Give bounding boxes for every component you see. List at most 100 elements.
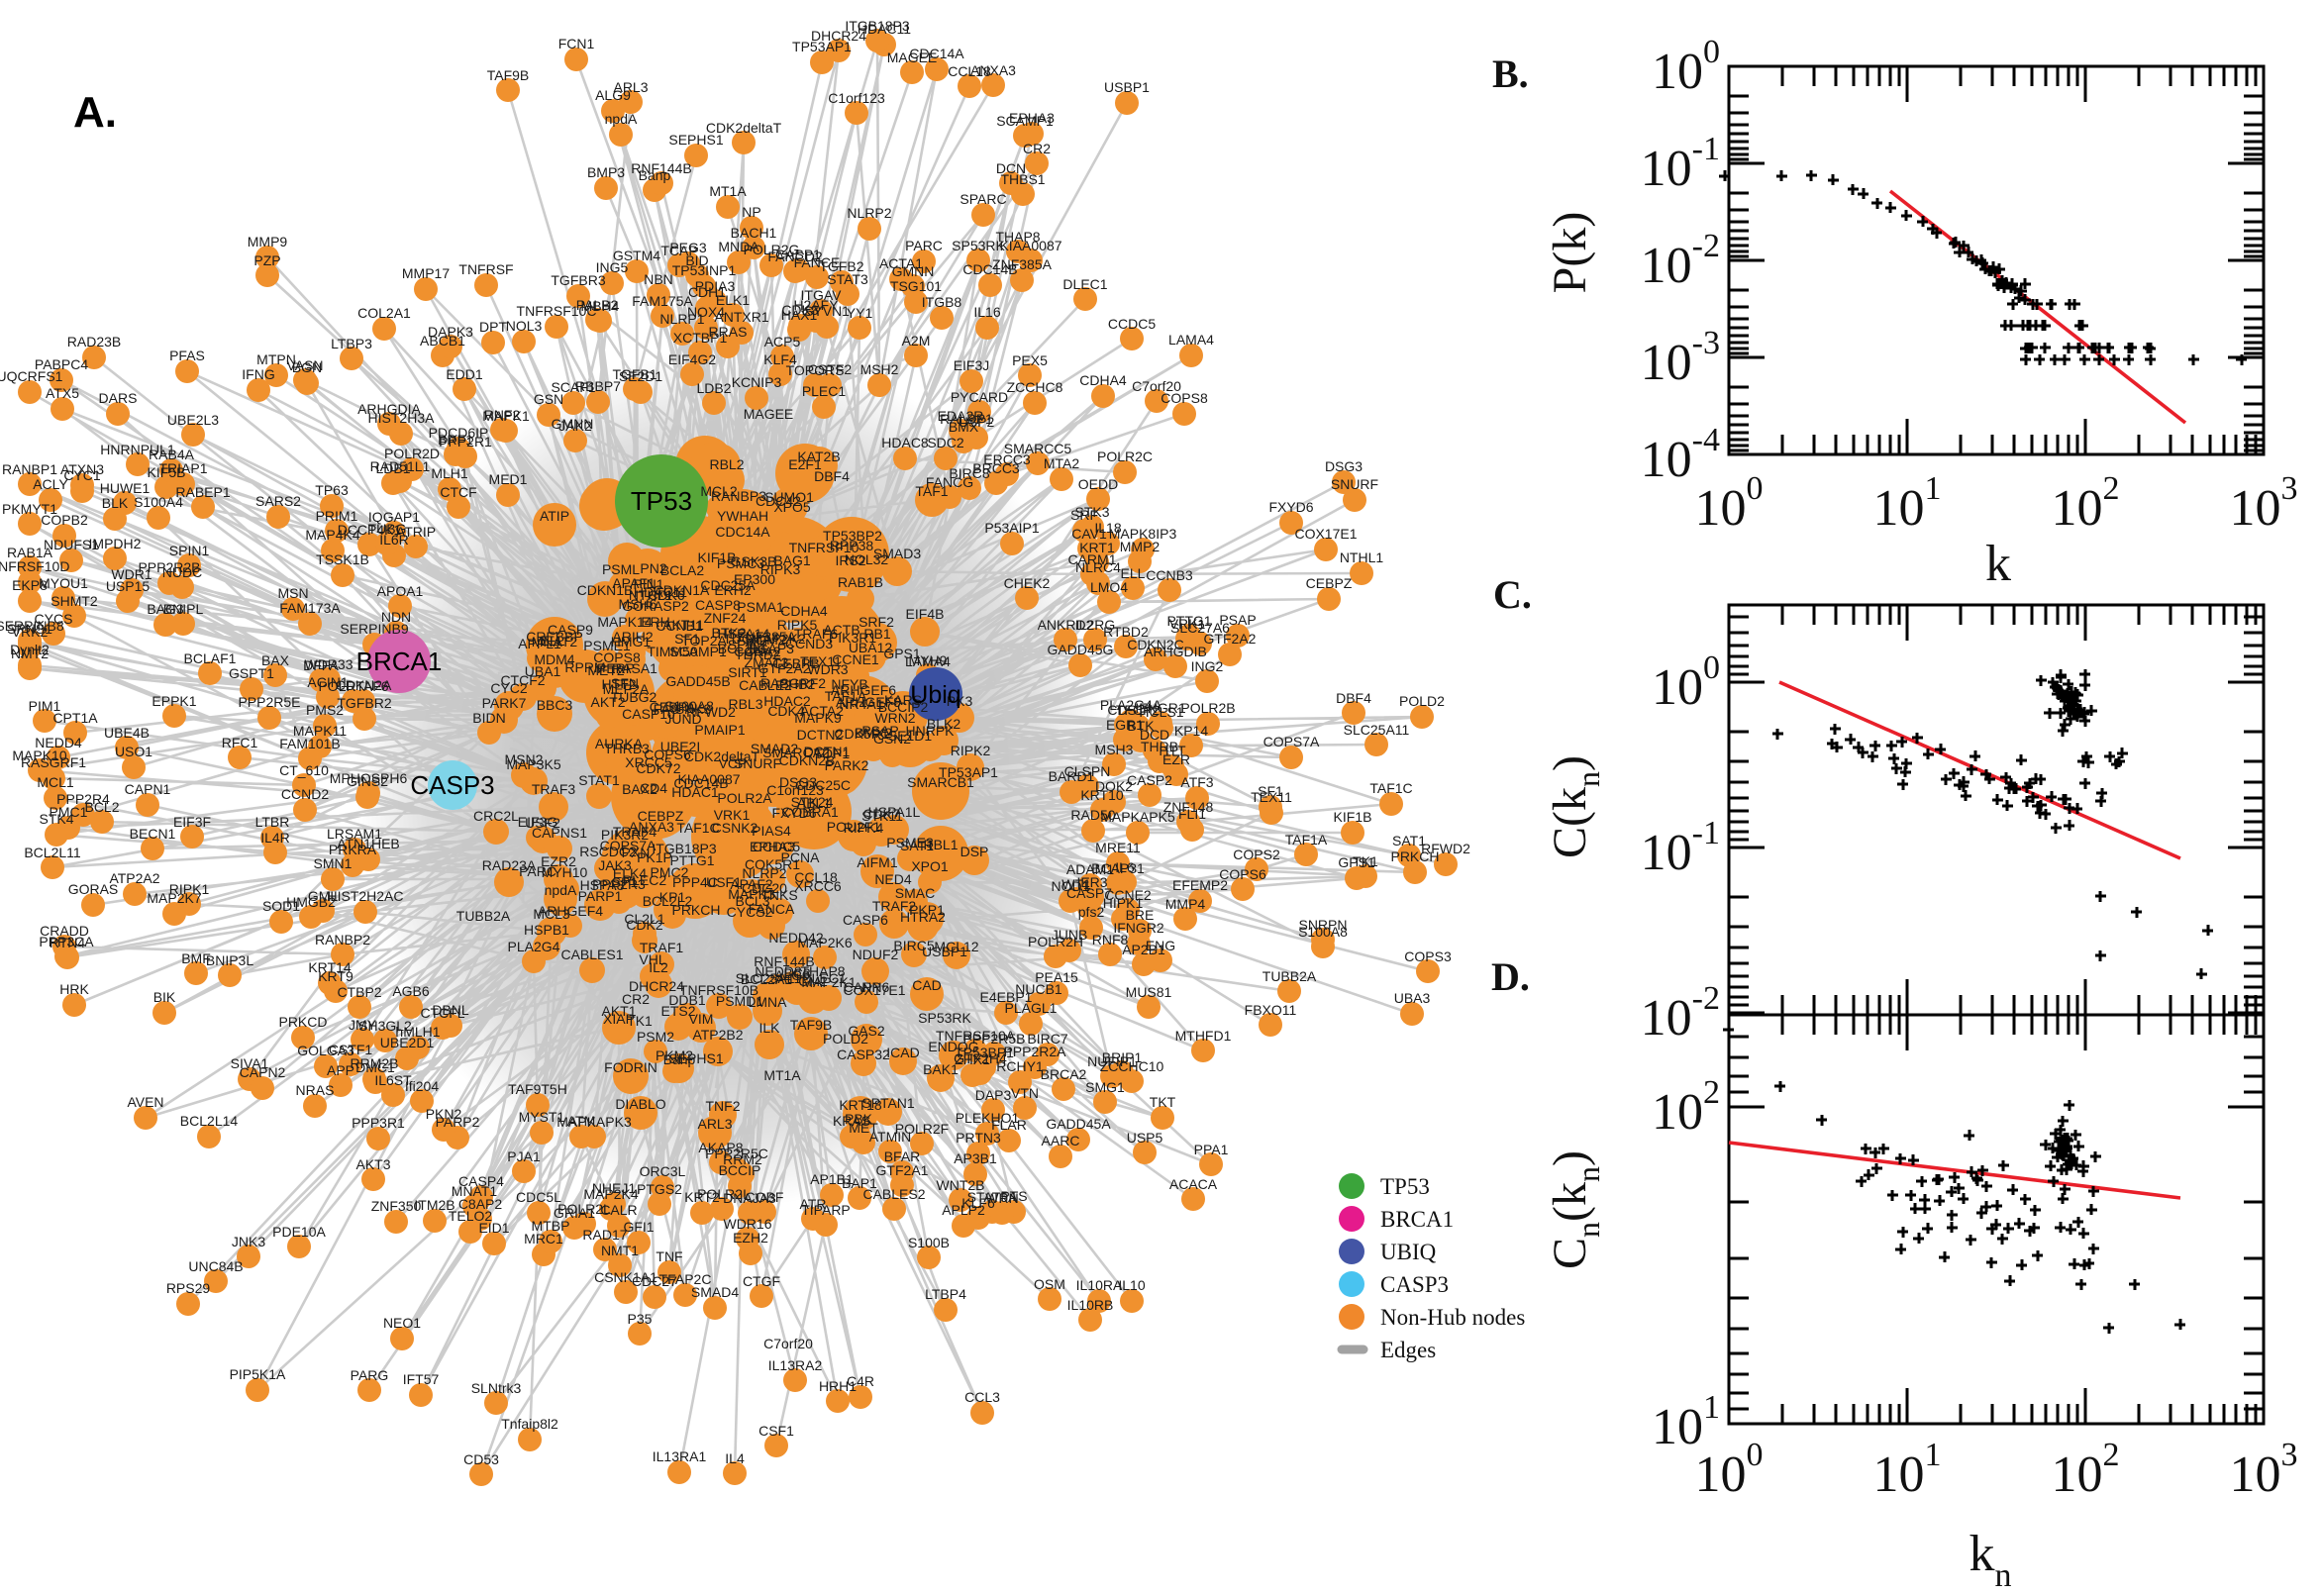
svg-text:ELL: ELL (541, 633, 565, 648)
svg-text:XPO5: XPO5 (773, 499, 811, 515)
svg-text:ADAM1: ADAM1 (1066, 861, 1114, 877)
svg-text:SLC25A11: SLC25A11 (1344, 722, 1410, 738)
svg-text:PMS2: PMS2 (306, 702, 344, 718)
svg-text:BIK: BIK (153, 989, 176, 1005)
svg-text:P53AIP1: P53AIP1 (984, 520, 1039, 536)
svg-text:PKP1: PKP1 (909, 902, 945, 918)
svg-text:OEDD: OEDD (1078, 476, 1118, 492)
svg-text:PPP3CA: PPP3CA (39, 934, 94, 949)
svg-text:BRCC3: BRCC3 (972, 460, 1020, 476)
svg-text:KARS: KARS (884, 692, 922, 708)
svg-text:LTBR: LTBR (255, 814, 290, 830)
svg-text:TRAF6: TRAF6 (794, 626, 839, 642)
svg-text:Ubiq: Ubiq (910, 681, 960, 709)
svg-text:CSNK2: CSNK2 (712, 820, 758, 836)
svg-text:COPS7A: COPS7A (1263, 734, 1320, 749)
svg-text:ING5: ING5 (596, 259, 629, 275)
svg-text:npdA: npdA (545, 882, 577, 898)
svg-text:CASP1: CASP1 (775, 247, 821, 262)
svg-text:TGFBR3: TGFBR3 (551, 272, 605, 288)
svg-text:PLA2G4: PLA2G4 (508, 939, 560, 954)
svg-text:COBF: COBF (746, 1189, 784, 1205)
svg-text:GAS2: GAS2 (848, 1023, 885, 1039)
svg-text:KRT18: KRT18 (839, 1097, 882, 1113)
svg-text:SPIN2: SPIN2 (728, 637, 768, 652)
svg-text:DFFA: DFFA (303, 657, 339, 673)
svg-text:C1orf123: C1orf123 (828, 90, 885, 106)
svg-text:RPS29: RPS29 (166, 1280, 211, 1296)
svg-text:WDR3: WDR3 (807, 661, 848, 677)
svg-text:TRAF4: TRAF4 (613, 824, 657, 840)
svg-text:BLK: BLK (102, 495, 129, 511)
svg-text:ZNF148: ZNF148 (1163, 799, 1214, 815)
svg-text:RBL3: RBL3 (728, 696, 762, 712)
svg-text:GADD45B: GADD45B (665, 673, 730, 689)
svg-text:NUCB1: NUCB1 (1015, 981, 1062, 997)
svg-text:CCND2: CCND2 (281, 786, 329, 802)
svg-text:CDC5L: CDC5L (516, 1189, 561, 1205)
svg-text:EIF4B: EIF4B (906, 606, 945, 622)
svg-text:AGB6: AGB6 (392, 983, 430, 999)
svg-text:ERH2: ERH2 (714, 582, 752, 598)
svg-text:COPS6: COPS6 (1219, 866, 1266, 882)
svg-text:POLR2D: POLR2D (384, 446, 440, 461)
svg-text:ALG9: ALG9 (774, 967, 810, 983)
svg-text:KIAA0087: KIAA0087 (999, 238, 1061, 253)
svg-text:AP2B1: AP2B1 (1122, 942, 1165, 957)
svg-text:CDK2deltaT: CDK2deltaT (706, 120, 782, 136)
svg-text:THRB: THRB (1141, 739, 1178, 754)
svg-text:BAX: BAX (261, 652, 290, 668)
svg-text:CCDC5: CCDC5 (753, 839, 800, 854)
svg-text:TP53INP1: TP53INP1 (672, 262, 737, 278)
svg-text:PTS: PTS (1000, 1188, 1027, 1204)
svg-text:BMP3: BMP3 (587, 164, 625, 180)
svg-text:TRIAP1: TRIAP1 (158, 460, 207, 476)
svg-text:PPP3R1: PPP3R1 (352, 1115, 405, 1131)
svg-text:NLRP2: NLRP2 (847, 205, 891, 221)
svg-text:BCL3: BCL3 (735, 893, 769, 909)
svg-text:POLR2C: POLR2C (1097, 449, 1153, 464)
svg-text:S100B: S100B (908, 1235, 950, 1250)
svg-text:BAG1: BAG1 (773, 552, 811, 568)
svg-text:ITGAV: ITGAV (801, 287, 843, 303)
svg-text:HUWE1: HUWE1 (100, 480, 151, 496)
svg-text:S100A8: S100A8 (1298, 924, 1348, 940)
svg-text:RPRM: RPRM (564, 659, 605, 675)
svg-text:CASP3: CASP3 (1380, 1272, 1449, 1297)
svg-text:PYCARD: PYCARD (951, 389, 1008, 405)
svg-text:SNRPN: SNRPN (1298, 917, 1347, 933)
svg-text:POLR2B: POLR2B (1180, 700, 1235, 716)
svg-text:MAP2K4: MAP2K4 (583, 1186, 638, 1202)
svg-text:RNF144B: RNF144B (754, 953, 814, 969)
svg-text:SF1: SF1 (1258, 783, 1283, 799)
svg-text:BTK: BTK (1127, 718, 1155, 734)
svg-text:ATIP: ATIP (540, 508, 569, 524)
svg-text:FLI1: FLI1 (1178, 806, 1206, 822)
svg-text:LAMA4: LAMA4 (905, 653, 951, 669)
svg-text:BAP1: BAP1 (842, 1175, 877, 1191)
svg-text:BAX2: BAX2 (622, 781, 657, 797)
svg-text:PSME1: PSME1 (583, 638, 631, 653)
svg-text:Cn(kn): Cn(kn) (1544, 1150, 1606, 1269)
svg-text:CSNK1A1: CSNK1A1 (594, 1269, 657, 1285)
svg-text:D.: D. (1491, 954, 1530, 999)
svg-text:TOP1: TOP1 (814, 746, 851, 761)
svg-text:NOD1: NOD1 (1052, 878, 1090, 894)
svg-text:PARC: PARC (519, 863, 556, 879)
svg-text:TUBG: TUBG (368, 521, 407, 537)
svg-text:ACTA1: ACTA1 (879, 255, 923, 271)
svg-text:DCN: DCN (996, 160, 1026, 176)
svg-text:ACIN1: ACIN1 (307, 674, 348, 690)
svg-text:SOD1: SOD1 (262, 898, 300, 914)
svg-text:A2M: A2M (902, 333, 931, 349)
svg-text:HMG1: HMG1 (611, 634, 652, 649)
svg-text:SARS2: SARS2 (255, 493, 301, 509)
svg-text:APAF2: APAF2 (730, 876, 773, 892)
svg-text:MSH2: MSH2 (860, 361, 899, 377)
svg-text:TRAF1: TRAF1 (640, 940, 684, 955)
svg-text:BRCA2: BRCA2 (1041, 1066, 1087, 1082)
svg-text:STAT1: STAT1 (578, 772, 620, 788)
svg-text:SPTAN1: SPTAN1 (861, 1095, 915, 1111)
svg-text:POLR2A: POLR2A (717, 790, 772, 806)
svg-text:TP63: TP63 (315, 482, 349, 498)
